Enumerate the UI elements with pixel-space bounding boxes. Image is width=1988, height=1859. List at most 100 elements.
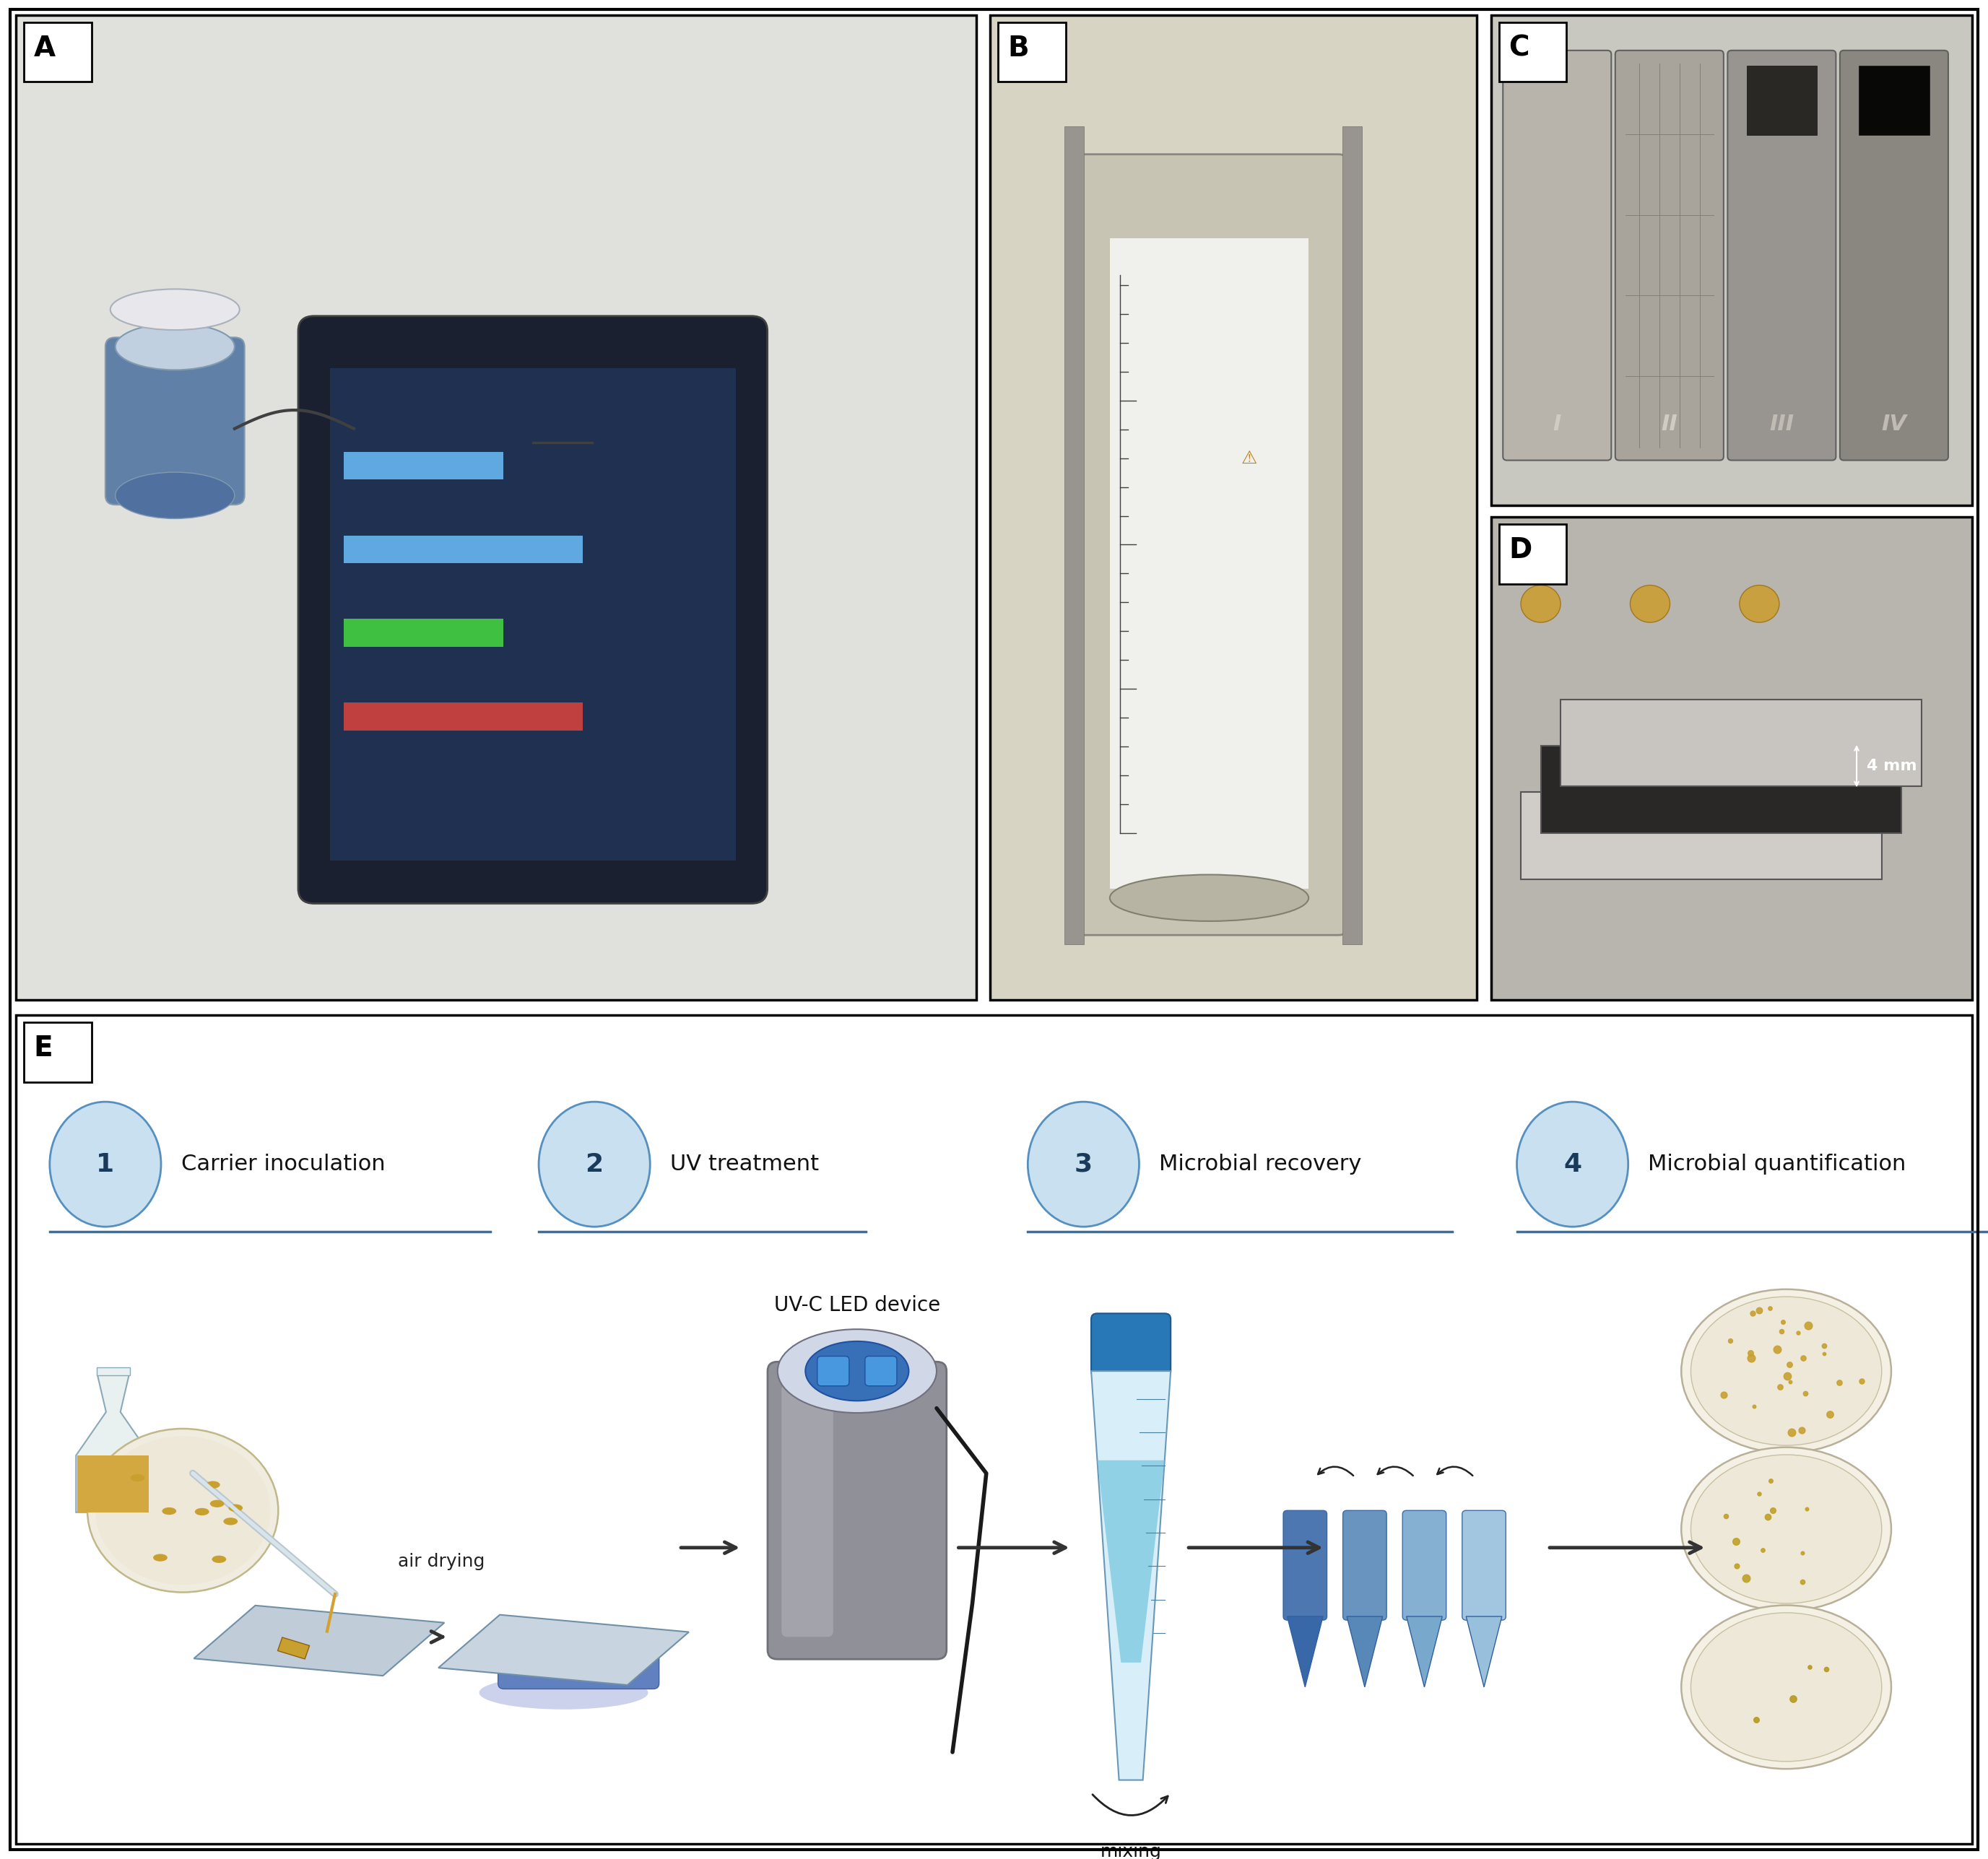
Ellipse shape: [161, 1508, 177, 1515]
FancyBboxPatch shape: [1461, 1511, 1505, 1621]
Text: air drying: air drying: [398, 1552, 485, 1571]
Text: 1: 1: [95, 1153, 115, 1177]
FancyBboxPatch shape: [998, 22, 1066, 82]
Ellipse shape: [229, 1504, 243, 1511]
Text: 4: 4: [1563, 1153, 1582, 1177]
FancyBboxPatch shape: [298, 316, 767, 903]
Text: ⚠: ⚠: [1241, 450, 1256, 467]
FancyBboxPatch shape: [24, 1022, 91, 1082]
FancyBboxPatch shape: [1282, 1511, 1326, 1621]
Ellipse shape: [109, 288, 239, 329]
Ellipse shape: [50, 1102, 161, 1227]
Bar: [97, 1366, 129, 1376]
Text: UV treatment: UV treatment: [670, 1154, 819, 1175]
Ellipse shape: [211, 1500, 225, 1508]
Text: D: D: [1509, 537, 1533, 563]
FancyBboxPatch shape: [499, 1645, 660, 1690]
Ellipse shape: [1682, 1290, 1891, 1454]
FancyBboxPatch shape: [348, 372, 539, 513]
Ellipse shape: [1682, 1606, 1891, 1770]
Ellipse shape: [805, 1342, 909, 1402]
Bar: [344, 703, 582, 731]
Ellipse shape: [1109, 874, 1308, 920]
FancyBboxPatch shape: [24, 22, 91, 82]
FancyBboxPatch shape: [865, 1357, 897, 1387]
Circle shape: [1630, 586, 1670, 623]
Polygon shape: [1097, 1461, 1165, 1662]
Text: II: II: [1662, 413, 1678, 435]
Bar: [16, 1015, 1972, 1844]
Ellipse shape: [205, 1482, 221, 1489]
Ellipse shape: [1028, 1102, 1139, 1227]
Text: 3: 3: [1074, 1153, 1093, 1177]
Text: A: A: [34, 35, 56, 61]
FancyBboxPatch shape: [330, 368, 736, 861]
FancyBboxPatch shape: [1561, 699, 1920, 786]
Bar: [344, 535, 582, 563]
Polygon shape: [1346, 1617, 1382, 1688]
FancyBboxPatch shape: [1499, 22, 1567, 82]
Ellipse shape: [223, 1517, 239, 1524]
Ellipse shape: [1517, 1102, 1628, 1227]
Ellipse shape: [153, 1554, 167, 1562]
Polygon shape: [1465, 1617, 1501, 1688]
Ellipse shape: [131, 1474, 145, 1482]
Text: 4 mm: 4 mm: [1867, 758, 1916, 773]
Polygon shape: [278, 1638, 310, 1658]
Text: UV-C LED device: UV-C LED device: [773, 1296, 940, 1316]
Text: C: C: [1509, 35, 1529, 61]
Bar: [1491, 517, 1972, 1000]
Text: Microbial recovery: Microbial recovery: [1159, 1154, 1362, 1175]
FancyBboxPatch shape: [1503, 50, 1612, 461]
Bar: [1491, 15, 1972, 506]
Text: Microbial quantification: Microbial quantification: [1648, 1154, 1906, 1175]
Polygon shape: [1406, 1617, 1441, 1688]
FancyBboxPatch shape: [1402, 1511, 1445, 1621]
Text: Carrier inoculation: Carrier inoculation: [181, 1154, 386, 1175]
FancyBboxPatch shape: [1614, 50, 1724, 461]
Text: 2: 2: [584, 1153, 604, 1177]
Ellipse shape: [1692, 1456, 1883, 1604]
Polygon shape: [439, 1615, 690, 1684]
FancyBboxPatch shape: [1859, 65, 1928, 134]
Polygon shape: [195, 1606, 445, 1675]
Ellipse shape: [87, 1430, 278, 1593]
FancyBboxPatch shape: [1541, 745, 1903, 833]
Ellipse shape: [479, 1677, 648, 1710]
FancyBboxPatch shape: [1109, 238, 1308, 889]
Ellipse shape: [1692, 1298, 1883, 1446]
FancyBboxPatch shape: [1499, 524, 1567, 584]
Polygon shape: [78, 1456, 149, 1513]
Polygon shape: [76, 1376, 151, 1513]
Ellipse shape: [1682, 1448, 1891, 1612]
Bar: [1064, 126, 1083, 944]
FancyBboxPatch shape: [105, 338, 245, 504]
Ellipse shape: [539, 1102, 650, 1227]
Ellipse shape: [195, 1508, 209, 1515]
Text: I: I: [1553, 413, 1561, 435]
Text: III: III: [1769, 413, 1793, 435]
FancyBboxPatch shape: [1091, 1314, 1171, 1378]
Ellipse shape: [115, 323, 235, 370]
Bar: [16, 15, 976, 1000]
Circle shape: [1740, 586, 1779, 623]
FancyBboxPatch shape: [817, 1357, 849, 1387]
Bar: [1342, 126, 1362, 944]
Ellipse shape: [213, 1556, 227, 1563]
Bar: [990, 15, 1477, 1000]
FancyBboxPatch shape: [1521, 792, 1881, 879]
FancyBboxPatch shape: [1342, 1511, 1386, 1621]
Polygon shape: [1091, 1372, 1171, 1781]
FancyBboxPatch shape: [1070, 154, 1348, 935]
FancyBboxPatch shape: [1747, 65, 1817, 134]
Ellipse shape: [1692, 1614, 1883, 1762]
Ellipse shape: [95, 1437, 270, 1586]
Ellipse shape: [777, 1329, 936, 1413]
FancyBboxPatch shape: [1728, 50, 1837, 461]
FancyBboxPatch shape: [1841, 50, 1948, 461]
Bar: [344, 619, 503, 647]
Text: E: E: [34, 1035, 54, 1061]
Ellipse shape: [115, 472, 235, 519]
Circle shape: [1521, 586, 1561, 623]
FancyBboxPatch shape: [781, 1385, 833, 1638]
